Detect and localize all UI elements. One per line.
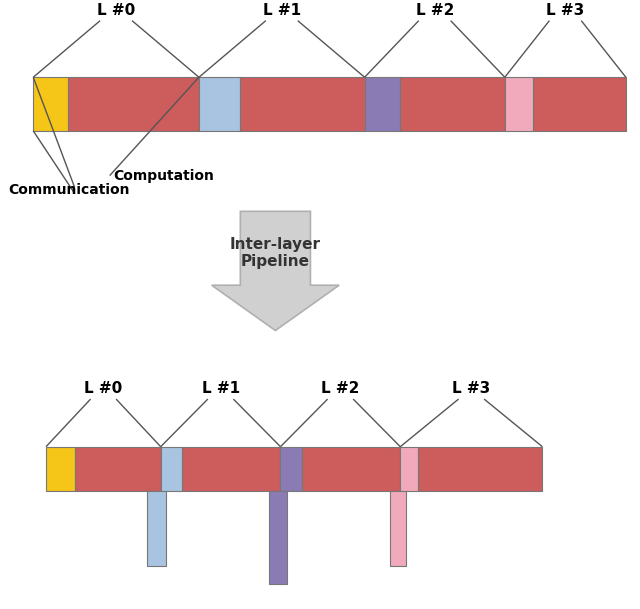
Bar xyxy=(400,447,418,491)
Text: L #1: L #1 xyxy=(202,381,239,396)
Bar xyxy=(147,491,166,566)
Bar xyxy=(46,447,75,491)
Text: L #2: L #2 xyxy=(321,381,360,396)
Bar xyxy=(534,77,626,131)
Bar xyxy=(390,491,406,566)
Bar xyxy=(182,447,280,491)
Polygon shape xyxy=(212,211,339,331)
Text: L #3: L #3 xyxy=(452,381,490,396)
Text: Inter-layer
Pipeline: Inter-layer Pipeline xyxy=(230,237,321,269)
Bar xyxy=(399,77,505,131)
Bar xyxy=(301,447,400,491)
Text: L #2: L #2 xyxy=(415,2,454,18)
Bar xyxy=(365,77,399,131)
Text: L #0: L #0 xyxy=(97,2,135,18)
Bar xyxy=(418,447,542,491)
Bar xyxy=(505,77,534,131)
Bar xyxy=(199,77,241,131)
Bar xyxy=(269,491,287,584)
Bar xyxy=(68,77,199,131)
Text: L #1: L #1 xyxy=(262,2,301,18)
Bar xyxy=(280,447,301,491)
Text: L #0: L #0 xyxy=(84,381,122,396)
Text: Communication: Communication xyxy=(8,183,129,197)
Text: Computation: Computation xyxy=(113,169,214,183)
Bar xyxy=(33,77,68,131)
Bar xyxy=(241,77,365,131)
Bar xyxy=(161,447,182,491)
Text: L #3: L #3 xyxy=(546,2,584,18)
Bar xyxy=(75,447,161,491)
